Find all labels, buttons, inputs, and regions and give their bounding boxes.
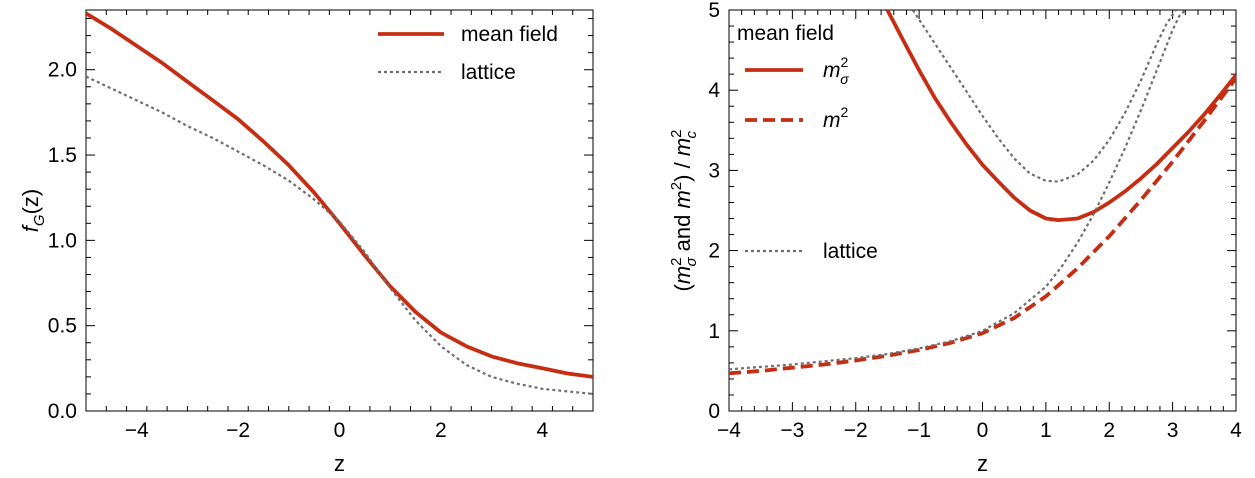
y-axis-label: fG(z) (18, 189, 48, 232)
plot-frame (85, 9, 594, 412)
x-axis-label: z (334, 451, 345, 476)
legend-label: m2 σ (823, 54, 849, 87)
x-tick-label: 1 (1040, 419, 1052, 442)
series-line (729, 77, 1236, 376)
legend-label: lattice (823, 240, 878, 263)
y-tick-label: 0.5 (48, 315, 77, 338)
x-tick-label: −4 (125, 419, 149, 442)
y-tick-label: 5 (708, 0, 720, 22)
plot-frame (728, 9, 1237, 412)
series-line (86, 75, 593, 395)
series-line (885, 10, 1236, 223)
legend-label: mean field (461, 23, 558, 46)
x-tick-label: −3 (780, 419, 804, 442)
series-line (911, 10, 1177, 183)
chart-mass-ratio-vs-z: −4 −3 −2 −1 0 1 2 3 4 0 1 2 3 4 5 z (m2σ and m2) / m2c me… (668, 0, 1242, 476)
x-axis-label: z (977, 451, 988, 476)
x-tick-label: 2 (435, 419, 447, 442)
y-tick-label: 2.0 (48, 59, 77, 82)
x-tick-label: 3 (1167, 419, 1179, 442)
x-tick-label: −2 (844, 419, 868, 442)
chart-fg-vs-z: −4 −2 0 2 4 0.0 0.5 1.0 1.5 2.0 z fG(z) mean field la… (18, 9, 594, 476)
y-tick-label: 3 (708, 159, 720, 182)
x-tick-label: −4 (717, 419, 741, 442)
y-tick-label: 0 (708, 400, 720, 423)
x-tick-label: 0 (334, 419, 346, 442)
x-tick-label: 4 (536, 419, 548, 442)
x-tick-label: 4 (1230, 419, 1242, 442)
legend-label: lattice (461, 61, 516, 84)
x-tick-label: −1 (907, 419, 931, 442)
legend-label: m2 (823, 104, 849, 132)
y-tick-label: 4 (708, 79, 720, 102)
y-tick-label: 1.0 (48, 229, 77, 252)
series-line (86, 11, 593, 379)
y-tick-label: 1.5 (48, 144, 77, 167)
x-tick-label: −2 (226, 419, 250, 442)
y-axis-label: (m2σ and m2) / m2c (668, 130, 700, 292)
x-tick-label: 2 (1103, 419, 1115, 442)
legend-title: mean field (737, 22, 834, 45)
y-tick-label: 2 (708, 240, 720, 263)
y-tick-label: 0.0 (48, 400, 77, 423)
y-tick-label: 1 (708, 320, 720, 343)
series-line (729, 10, 1187, 371)
x-tick-label: 0 (977, 419, 989, 442)
